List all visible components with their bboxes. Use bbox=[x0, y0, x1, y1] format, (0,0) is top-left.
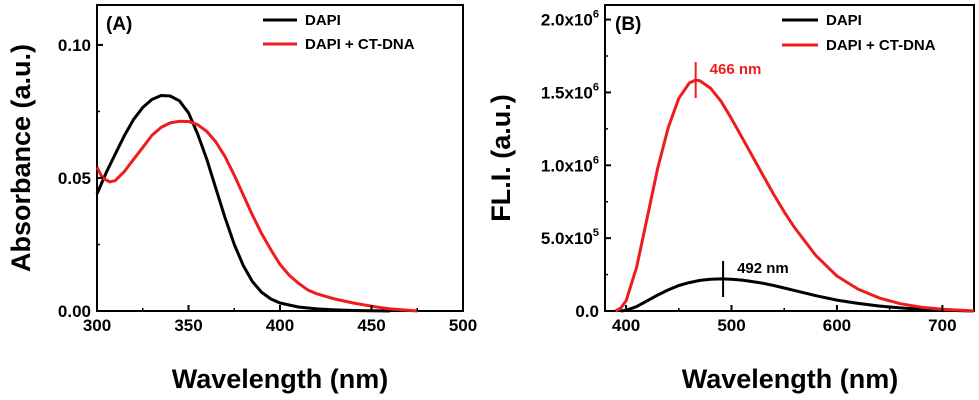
panel-a-x-tick-label: 300 bbox=[83, 316, 111, 335]
panel-b-y-axis-title: FL.I. (a.u.) bbox=[486, 94, 516, 222]
panel-b-x-axis-title: Wavelength (nm) bbox=[682, 364, 899, 394]
panel-a-x-tick-label: 450 bbox=[357, 316, 385, 335]
panel-b-x-tick-label: 500 bbox=[717, 316, 745, 335]
panel-a-y-axis-title: Absorbance (a.u.) bbox=[6, 44, 36, 272]
panel-b-series-dapi-ct-dna bbox=[614, 78, 975, 313]
panel-b-legend-label-dapi: DAPI bbox=[826, 12, 862, 29]
panel-a: 300 350 400 450 500 0.00 0.05 0.10 (A) DAPI DAP… bbox=[6, 4, 477, 394]
panel-a-label: (A) bbox=[106, 14, 132, 35]
panel-b-x-tick-label: 600 bbox=[823, 316, 851, 335]
panel-a-y-tick-label: 0.00 bbox=[58, 302, 91, 321]
panel-b-frame bbox=[604, 4, 975, 312]
panel-b-y-tick-label: 1.5x106 bbox=[541, 81, 599, 102]
panel-a-legend-label-dapi: DAPI bbox=[305, 12, 341, 29]
panel-b-y-tick-label: 1.0x106 bbox=[541, 154, 599, 175]
panel-b-ticks: 400 500 600 700 0.0 5.0x105 1.0x106 1.5x106 2.0x… bbox=[541, 9, 957, 335]
panel-b-legend-label-dapi-ctdna: DAPI + CT-DNA bbox=[826, 37, 936, 54]
panel-b-y-tick-label: 0.0 bbox=[575, 302, 599, 321]
panel-a-series-group bbox=[95, 94, 418, 313]
panel-a-series-dapi-ct-dna bbox=[95, 119, 418, 313]
panel-b-y-tick-label: 5.0x105 bbox=[541, 227, 599, 248]
panel-a-y-tick-label: 0.05 bbox=[58, 169, 91, 188]
panel-b-series-dapi bbox=[620, 277, 975, 313]
panel-b-series-group bbox=[614, 78, 975, 313]
panel-a-series-dapi bbox=[95, 94, 390, 313]
panel-b-x-tick-label: 700 bbox=[928, 316, 956, 335]
panel-b-y-tick-label: 2.0x106 bbox=[541, 9, 599, 30]
panel-a-x-axis-title: Wavelength (nm) bbox=[172, 364, 389, 394]
panel-a-legend: DAPI DAPI + CT-DNA bbox=[263, 12, 415, 53]
panel-a-legend-label-dapi-ctdna: DAPI + CT-DNA bbox=[305, 36, 415, 53]
panel-b-annotations: 466 nm 492 nm bbox=[694, 61, 789, 297]
panel-a-x-tick-label: 500 bbox=[449, 316, 477, 335]
panel-b-x-tick-label: 400 bbox=[612, 316, 640, 335]
peak-label-492-nm: 492 nm bbox=[737, 260, 789, 277]
peak-label-466-nm: 466 nm bbox=[710, 61, 762, 78]
panel-a-y-tick-label: 0.10 bbox=[58, 36, 91, 55]
panel-b-label: (B) bbox=[615, 14, 641, 35]
panel-b: 400 500 600 700 0.0 5.0x105 1.0x106 1.5x106 2.0x… bbox=[486, 4, 975, 394]
panel-a-x-tick-label: 400 bbox=[266, 316, 294, 335]
panel-a-x-tick-label: 350 bbox=[174, 316, 202, 335]
panel-b-legend: DAPI DAPI + CT-DNA bbox=[782, 12, 936, 54]
panel-a-ticks: 300 350 400 450 500 0.00 0.05 0.10 bbox=[58, 36, 477, 335]
